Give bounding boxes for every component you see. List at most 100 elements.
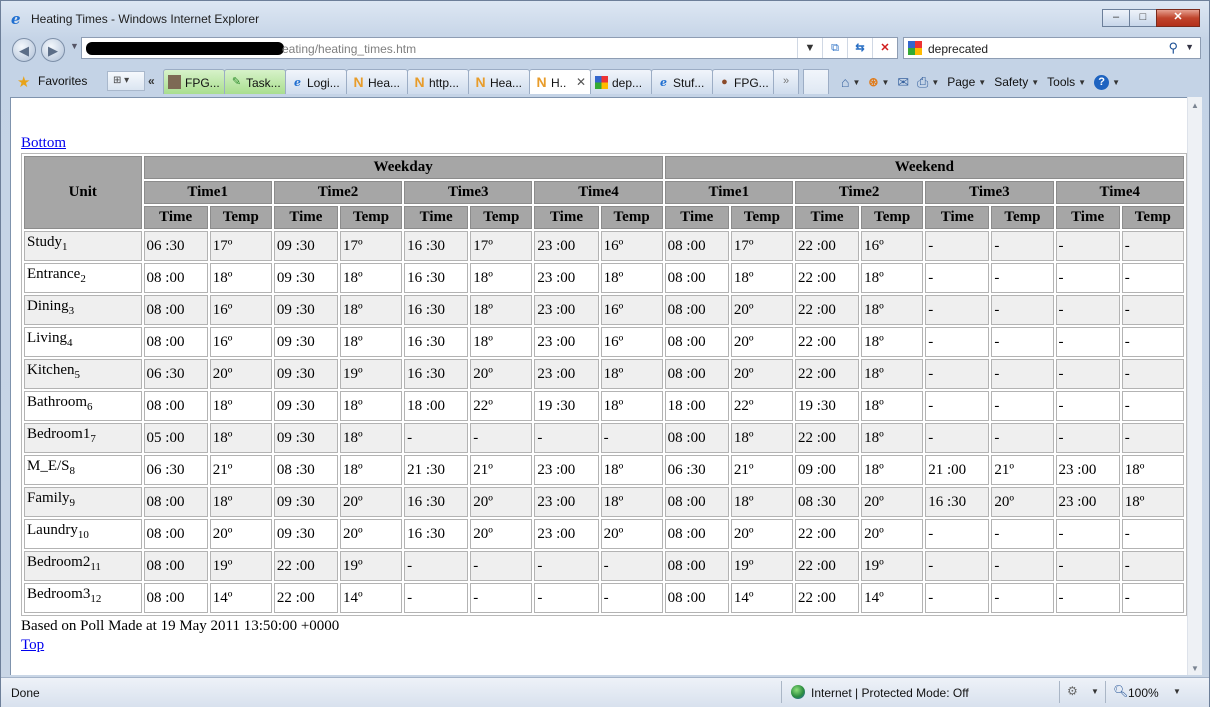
search-icon[interactable]: ⚲ (1168, 40, 1178, 55)
quick-tabs-button[interactable]: ⊞ ▾ (107, 71, 145, 91)
temp-subheader: Temp (470, 206, 533, 229)
page-menu[interactable]: Page ▼ (947, 75, 986, 89)
time-cell: - (925, 263, 990, 293)
scroll-down-icon[interactable]: ▼ (1191, 664, 1199, 673)
time-cell: 16 :30 (404, 359, 469, 389)
time-cell: 09 :30 (273, 327, 338, 357)
temp-cell: 14º (209, 583, 272, 613)
tab-8[interactable]: dep... (590, 69, 652, 94)
status-separator (1105, 681, 1106, 703)
forward-button[interactable]: ▶ (41, 38, 65, 62)
time-cell: 09 :30 (273, 519, 338, 549)
new-tab-button[interactable] (803, 69, 829, 94)
help-menu[interactable]: ? ▼ (1094, 74, 1120, 90)
address-dropdown-icon[interactable]: ▼ (797, 38, 822, 58)
home-button[interactable]: ⌂ ▼ (841, 74, 860, 90)
feeds-dropdown-icon[interactable]: ▼ (881, 77, 890, 87)
temp-cell: 18º (600, 391, 663, 421)
tab-1[interactable]: FPG... (163, 69, 225, 94)
n-page-icon: N (353, 74, 364, 90)
refresh-icon[interactable]: ⇆ (847, 38, 872, 58)
tabs-scroll-right-button[interactable]: » (773, 69, 799, 94)
time-cell: 08 :00 (664, 551, 729, 581)
tab-7-active[interactable]: N H.. ✕ (529, 69, 591, 94)
vertical-scrollbar[interactable]: ▲ ▼ (1187, 97, 1202, 675)
time-cell: 22 :00 (794, 423, 860, 453)
status-separator (1059, 681, 1060, 703)
zoom-level[interactable]: 100% (1128, 686, 1159, 700)
unit-name-cell: Bedroom17 (24, 423, 142, 453)
tabs-scroll-left-icon[interactable]: « (148, 74, 155, 88)
time-cell: - (404, 583, 469, 613)
print-button[interactable]: ⎙ ▼ (917, 74, 939, 91)
maximize-button[interactable]: □ (1129, 9, 1157, 27)
address-input[interactable]: eating/heating_times.htm ▼ ⧉ ⇆ ✕ (81, 37, 898, 59)
search-options-dropdown-icon[interactable]: ▼ (1185, 42, 1194, 52)
read-mail-button[interactable]: ✉ (897, 74, 909, 91)
globe-icon (791, 685, 805, 699)
time-cell: 19 :30 (534, 391, 599, 421)
print-dropdown-icon[interactable]: ▼ (931, 77, 940, 87)
popup-blocker-icon[interactable]: ⚙ (1067, 684, 1078, 698)
unit-number: 8 (69, 465, 76, 477)
safety-menu[interactable]: Safety ▼ (994, 75, 1039, 89)
tab-label: Hea... (490, 76, 523, 90)
tab-label: FPG... (185, 76, 220, 90)
time-cell: 22 :00 (794, 359, 860, 389)
table-row: Bathroom6 08 :00 18º 09 :30 18º 18 :00 22º 19 :… (24, 391, 1184, 421)
temp-cell: 18º (209, 423, 272, 453)
scroll-up-icon[interactable]: ▲ (1191, 101, 1199, 110)
status-separator (781, 681, 782, 703)
home-dropdown-icon[interactable]: ▼ (852, 77, 861, 87)
back-button[interactable]: ◀ (12, 38, 36, 62)
time-cell: 21 :30 (404, 455, 469, 485)
time-cell: 23 :00 (534, 327, 599, 357)
favorites-star-icon[interactable]: ★ (17, 74, 31, 91)
slot-header: Time3 (925, 181, 1054, 204)
temp-cell: 16º (861, 231, 924, 261)
temp-cell: 20º (340, 487, 403, 517)
compatibility-view-icon[interactable]: ⧉ (822, 38, 847, 58)
time-cell: 08 :00 (664, 327, 729, 357)
minimize-button[interactable]: – (1102, 9, 1130, 27)
unit-number: 9 (69, 497, 76, 509)
zoom-icon[interactable]: 🔍︎ (1113, 684, 1129, 698)
close-button[interactable]: ✕ (1156, 9, 1200, 27)
time-cell: - (1055, 263, 1120, 293)
recent-pages-dropdown-icon[interactable]: ▼ (70, 41, 79, 51)
tab-3[interactable]: e Logi... (285, 69, 347, 94)
tab-6[interactable]: N Hea... (468, 69, 530, 94)
temp-cell: 18º (340, 391, 403, 421)
favorites-button[interactable]: Favorites (38, 74, 88, 88)
unit-name-cell: Kitchen5 (24, 359, 142, 389)
tab-4[interactable]: N Hea... (346, 69, 408, 94)
tab-label: dep... (612, 76, 643, 90)
close-tab-icon[interactable]: ✕ (575, 75, 586, 89)
time-cell: 08 :00 (143, 327, 208, 357)
temp-cell: 20º (600, 519, 663, 549)
temp-cell: 21º (470, 455, 533, 485)
time-cell: 08 :00 (664, 423, 729, 453)
time-cell: 22 :00 (794, 295, 860, 325)
temp-cell: - (991, 359, 1054, 389)
top-link[interactable]: Top (21, 637, 45, 653)
time-cell: - (925, 231, 990, 261)
unit-name-cell: M_E/S8 (24, 455, 142, 485)
chevron-down-icon[interactable]: ▼ (1091, 687, 1099, 696)
stop-icon[interactable]: ✕ (872, 38, 897, 58)
temp-cell: 18º (470, 327, 533, 357)
tab-10[interactable]: ● FPG... (712, 69, 774, 94)
zoom-dropdown-icon[interactable]: ▼ (1173, 687, 1181, 696)
address-controls: ▼ ⧉ ⇆ ✕ (797, 38, 897, 58)
bottom-link[interactable]: Bottom (21, 135, 67, 151)
temp-cell: 22º (470, 391, 533, 421)
weekend-header: Weekend (664, 156, 1184, 179)
time-subheader: Time (794, 206, 860, 229)
security-zone-text[interactable]: Internet | Protected Mode: Off (811, 686, 969, 700)
tab-9[interactable]: e Stuf... (651, 69, 713, 94)
feeds-button[interactable]: ⊛ ▼ (868, 75, 889, 89)
tab-2[interactable]: ✎ Task... (224, 69, 286, 94)
search-input[interactable]: deprecated ⚲ ▼ (903, 37, 1201, 59)
tools-menu[interactable]: Tools ▼ (1047, 75, 1086, 89)
